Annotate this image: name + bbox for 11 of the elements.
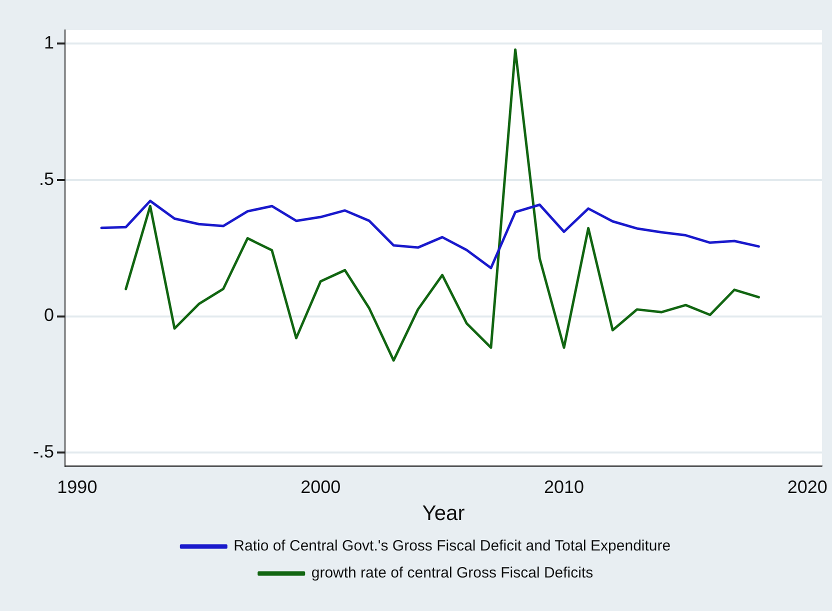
y-tick-label: .5 — [38, 168, 54, 189]
y-tick-label: 1 — [44, 32, 54, 53]
x-tick-label: 2000 — [300, 476, 341, 497]
x-tick-label: 1990 — [57, 476, 98, 497]
x-axis-title: Year — [422, 502, 465, 526]
legend-label: growth rate of central Gross Fiscal Deficits — [311, 564, 594, 582]
x-tick-label: 2010 — [544, 476, 584, 497]
x-tick-label: 2020 — [787, 476, 828, 497]
y-tick-label: 0 — [44, 305, 54, 326]
legend-label: Ratio of Central Govt.'s Gross Fiscal Deficit and Total Expenditure — [234, 538, 671, 555]
y-tick-label: -.5 — [32, 442, 54, 462]
